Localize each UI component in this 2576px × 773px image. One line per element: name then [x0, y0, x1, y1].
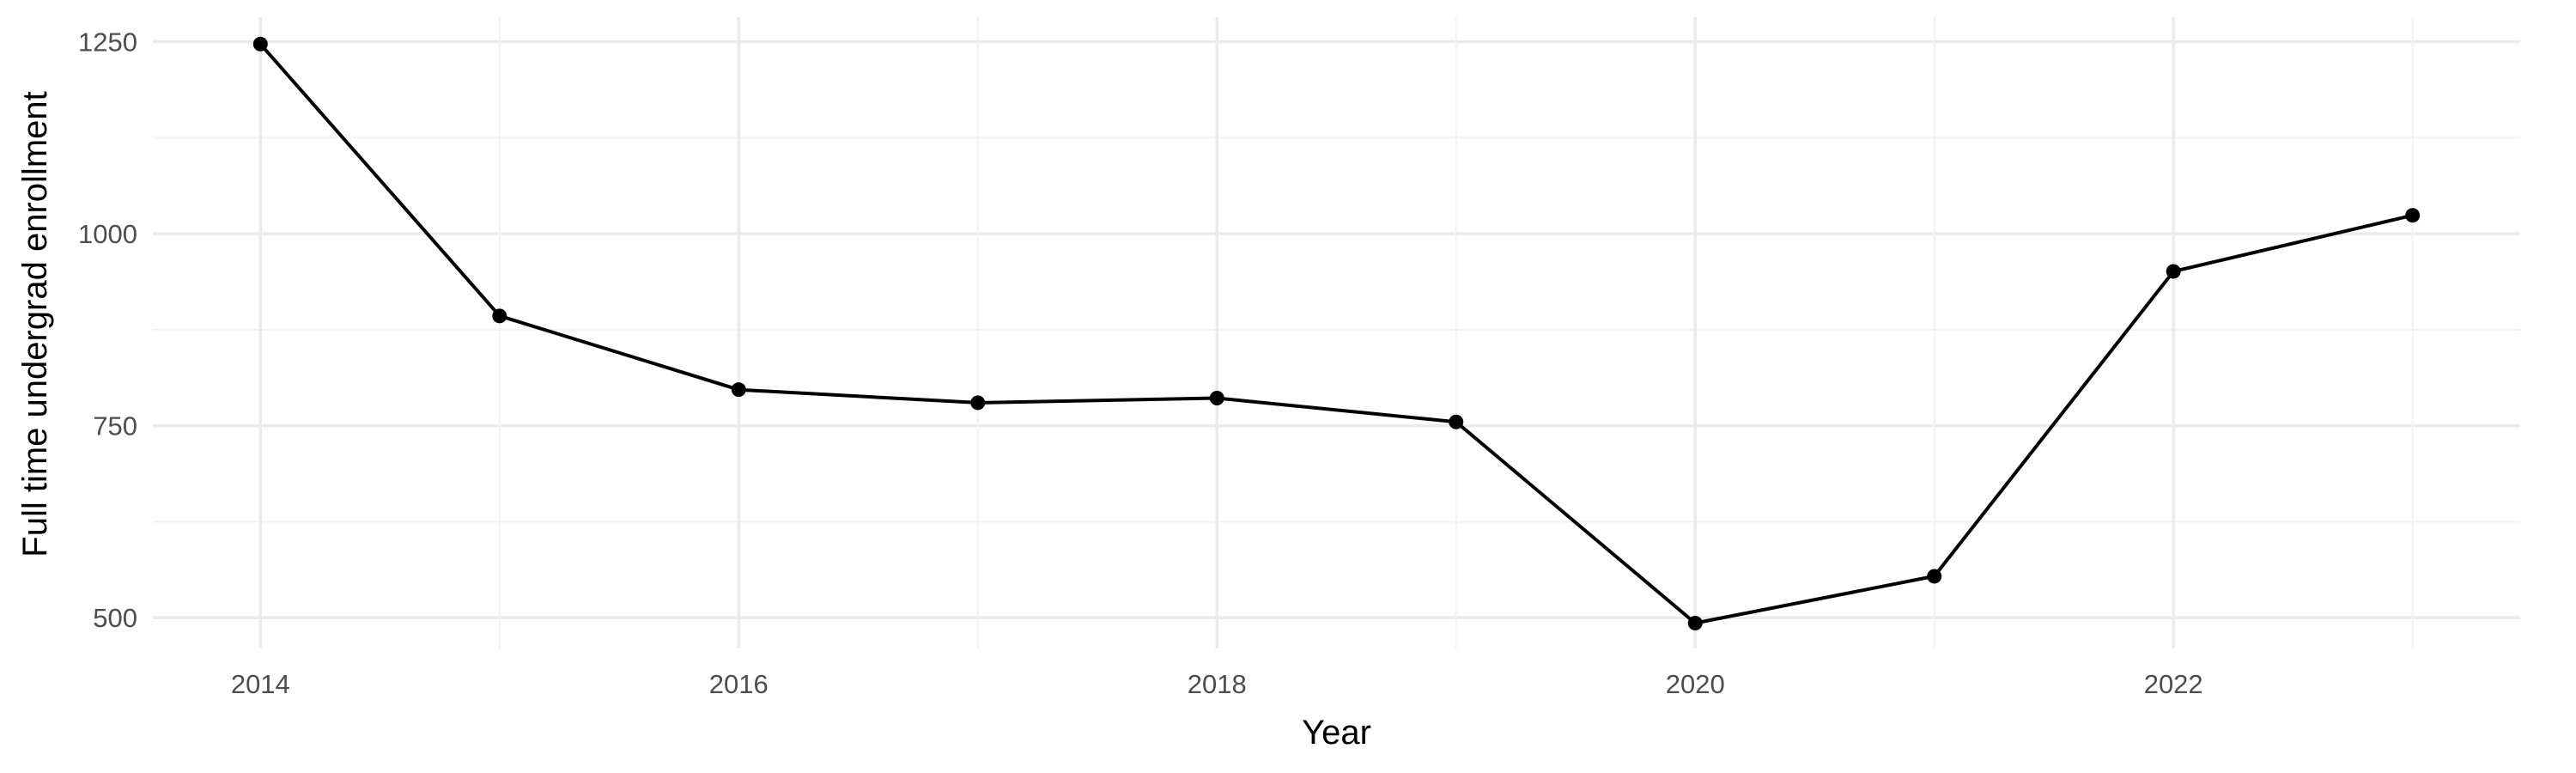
- x-tick-label: 2022: [2144, 669, 2203, 699]
- series-layer: [253, 37, 2420, 630]
- x-axis-title: Year: [1302, 714, 1371, 752]
- data-point-2017: [970, 395, 985, 410]
- x-tick-label: 2018: [1188, 669, 1247, 699]
- data-point-2014: [253, 37, 268, 52]
- data-point-2019: [1449, 415, 1463, 429]
- y-tick-label: 500: [93, 603, 137, 633]
- grid: [153, 17, 2520, 648]
- data-point-2016: [732, 382, 746, 397]
- y-axis-ticks: 500 750 1000 1250: [78, 27, 137, 634]
- x-tick-label: 2020: [1666, 669, 1725, 699]
- y-tick-label: 750: [93, 411, 137, 441]
- y-axis-title: Full time undergrad enrollment: [16, 91, 54, 557]
- x-tick-label: 2014: [231, 669, 290, 699]
- data-point-2021: [1927, 569, 1941, 583]
- data-point-2020: [1688, 616, 1703, 630]
- data-point-2022: [2166, 264, 2181, 278]
- data-point-2023: [2405, 208, 2420, 222]
- data-point-2018: [1210, 391, 1224, 405]
- y-tick-label: 1250: [78, 27, 137, 58]
- series-line: [260, 44, 2412, 623]
- y-tick-label: 1000: [78, 219, 137, 249]
- x-axis-ticks: 2014 2016 2018 2020 2022: [231, 669, 2203, 699]
- data-point-2015: [492, 308, 507, 323]
- x-tick-label: 2016: [709, 669, 769, 699]
